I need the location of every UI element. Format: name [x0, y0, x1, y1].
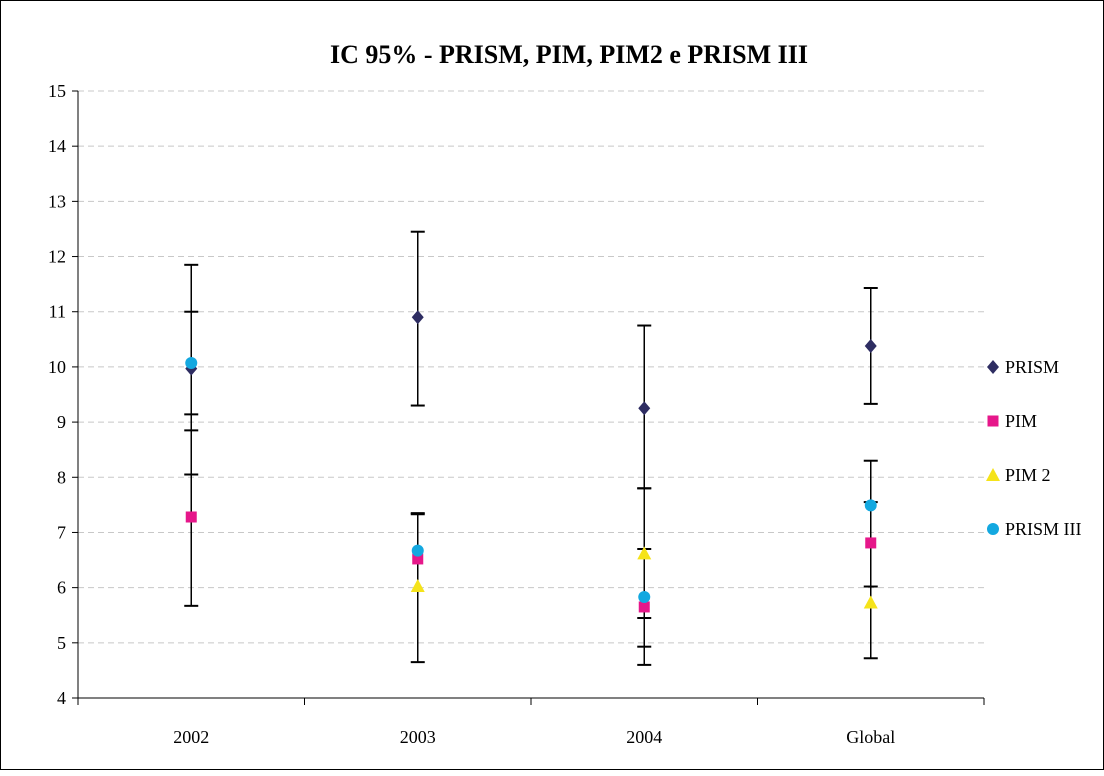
marker-layer [185, 310, 878, 613]
point-prism-iii [638, 591, 651, 604]
x-tick-label: 2002 [173, 727, 209, 747]
legend: PRISM PIM PIM 2 PRISM III [986, 357, 1082, 539]
point-pim-2 [410, 578, 425, 592]
x-tick-label: 2003 [400, 727, 436, 747]
point-prism-iii [185, 357, 198, 370]
y-tick-label: 11 [49, 302, 66, 322]
point-prism [411, 310, 424, 325]
x-tick-label: Global [846, 727, 895, 747]
legend-label-prism: PRISM [1005, 357, 1059, 377]
y-tick-label: 10 [48, 357, 66, 377]
y-tick-label: 15 [48, 81, 66, 101]
point-pim-2 [637, 546, 652, 560]
point-prism-iii [411, 544, 424, 557]
legend-label-pim-2: PIM 2 [1005, 465, 1051, 485]
y-tick-label: 9 [57, 412, 66, 432]
legend-marker-prism [987, 360, 999, 374]
legend-label-pim: PIM [1005, 411, 1037, 431]
legend-marker-pim [987, 415, 999, 427]
y-tick-label: 4 [57, 688, 66, 708]
point-prism-iii [864, 499, 877, 512]
y-tick-label: 14 [48, 136, 66, 156]
y-tick-label: 6 [57, 578, 66, 598]
y-tick-label: 5 [57, 633, 66, 653]
point-prism [864, 338, 877, 353]
point-pim-2 [863, 595, 878, 609]
chart-title: IC 95% - PRISM, PIM, PIM2 e PRISM III [330, 40, 808, 69]
legend-marker-pim-2 [986, 468, 1000, 481]
y-tick-label: 13 [48, 191, 66, 211]
y-tick-label: 7 [57, 522, 66, 542]
point-pim [865, 537, 877, 549]
x-tick-label: 2004 [626, 727, 662, 747]
axis-layer: 4 5 6 7 8 9 10 11 12 13 14 15 2002 2003 2004 Global [48, 81, 985, 747]
grid-layer [78, 90, 984, 644]
errorbar-layer [184, 230, 878, 666]
point-pim [412, 553, 424, 565]
point-prism [638, 401, 651, 416]
legend-marker-prism-iii [987, 523, 999, 535]
y-tick-label: 8 [57, 467, 66, 487]
point-pim [185, 511, 197, 523]
point-pim [638, 601, 650, 613]
legend-label-prism-iii: PRISM III [1005, 519, 1082, 539]
y-tick-label: 12 [48, 247, 66, 267]
